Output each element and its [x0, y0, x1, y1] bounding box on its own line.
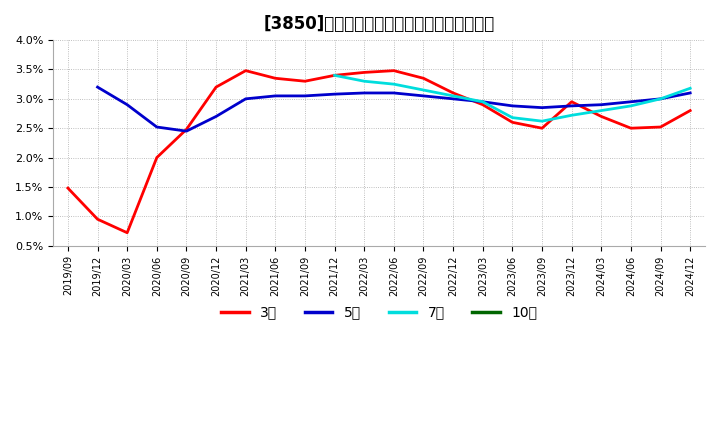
7年 [419, 88, 428, 93]
5年 [686, 90, 695, 95]
3年 [123, 230, 132, 235]
3年 [597, 114, 606, 119]
7年 [656, 96, 665, 102]
5年 [182, 128, 191, 134]
3年 [93, 216, 102, 222]
5年 [360, 90, 369, 95]
3年 [153, 155, 161, 160]
7年 [508, 115, 517, 120]
5年 [656, 96, 665, 102]
7年 [567, 113, 576, 118]
7年 [360, 79, 369, 84]
5年 [567, 103, 576, 109]
Line: 5年: 5年 [97, 87, 690, 131]
5年 [153, 125, 161, 130]
5年 [538, 105, 546, 110]
5年 [626, 99, 635, 104]
7年 [538, 118, 546, 124]
7年 [479, 99, 487, 104]
3年 [301, 79, 310, 84]
3年 [182, 127, 191, 132]
3年 [626, 125, 635, 131]
Legend: 3年, 5年, 7年, 10年: 3年, 5年, 7年, 10年 [215, 300, 543, 325]
5年 [271, 93, 279, 99]
3年 [63, 185, 72, 191]
7年 [626, 103, 635, 109]
5年 [301, 93, 310, 99]
5年 [508, 103, 517, 109]
7年 [390, 81, 398, 87]
3年 [360, 70, 369, 75]
3年 [241, 68, 250, 73]
3年 [212, 84, 220, 90]
7年 [449, 93, 457, 99]
3年 [479, 102, 487, 107]
5年 [241, 96, 250, 102]
Line: 3年: 3年 [68, 71, 690, 233]
3年 [656, 125, 665, 130]
3年 [330, 73, 339, 78]
5年 [212, 114, 220, 119]
7年 [330, 73, 339, 78]
7年 [597, 108, 606, 113]
7年 [686, 86, 695, 91]
3年 [271, 76, 279, 81]
3年 [538, 125, 546, 131]
5年 [479, 99, 487, 104]
5年 [330, 92, 339, 97]
3年 [686, 108, 695, 113]
3年 [567, 99, 576, 104]
Title: [3850]　経常利益マージンの標準偏差の推移: [3850] 経常利益マージンの標準偏差の推移 [264, 15, 495, 33]
5年 [93, 84, 102, 90]
5年 [597, 102, 606, 107]
5年 [449, 96, 457, 102]
3年 [419, 76, 428, 81]
3年 [449, 90, 457, 95]
5年 [390, 90, 398, 95]
3年 [508, 120, 517, 125]
5年 [419, 93, 428, 99]
5年 [123, 102, 132, 107]
3年 [390, 68, 398, 73]
Line: 7年: 7年 [335, 75, 690, 121]
